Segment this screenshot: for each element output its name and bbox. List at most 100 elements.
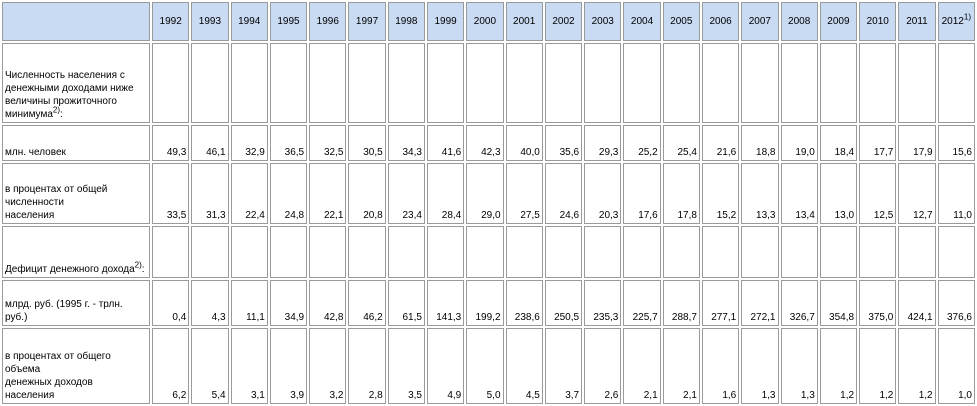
value-cell: 199,2 (466, 280, 504, 326)
value-cell: 15,6 (937, 125, 975, 161)
year-label: 2008 (788, 15, 811, 27)
year-label: 1996 (316, 15, 339, 27)
year-label: 1997 (355, 15, 379, 27)
year-label: 1995 (277, 15, 300, 27)
empty-cell (544, 43, 583, 123)
value-cell: 376,6 (937, 280, 975, 326)
value-cell: 12,7 (898, 163, 936, 224)
value-cell: 46,1 (191, 125, 229, 161)
empty-cell (348, 43, 386, 123)
value-cell: 40,0 (505, 125, 543, 161)
value-cell: 141,3 (426, 280, 465, 326)
year-header-cell: 2005 (662, 2, 700, 41)
year-header-cell: 2011 (898, 2, 936, 41)
empty-cell (269, 226, 308, 278)
value-cell: 3,7 (544, 328, 583, 404)
value-cell: 22,1 (309, 163, 347, 224)
empty-cell (152, 43, 190, 123)
value-cell: 2,8 (348, 328, 386, 404)
value-cell: 49,3 (152, 125, 190, 161)
value-cell: 235,3 (584, 280, 622, 326)
value-cell: 19,0 (780, 125, 818, 161)
value-cell: 42,3 (466, 125, 504, 161)
empty-cell (191, 43, 229, 123)
year-label: 2007 (748, 15, 771, 27)
empty-cell (701, 43, 740, 123)
year-label: 1998 (395, 15, 418, 27)
value-cell: 29,0 (466, 163, 504, 224)
value-cell: 3,5 (387, 328, 425, 404)
section-header-row: Дефицит денежного дохода2): (2, 226, 975, 278)
value-cell: 21,6 (701, 125, 740, 161)
empty-cell (819, 43, 858, 123)
value-cell: 25,4 (662, 125, 700, 161)
value-cell: 2,6 (584, 328, 622, 404)
year-label: 2009 (827, 15, 850, 27)
value-cell: 17,8 (662, 163, 700, 224)
empty-cell (701, 226, 740, 278)
empty-cell (426, 43, 465, 123)
empty-cell (309, 226, 347, 278)
year-label: 2005 (670, 15, 693, 27)
year-header-cell: 2002 (544, 2, 583, 41)
year-header-cell: 2007 (741, 2, 779, 41)
year-label: 1992 (159, 15, 182, 27)
empty-cell (348, 226, 386, 278)
empty-cell (780, 226, 818, 278)
section-title-suffix: : (60, 109, 63, 120)
year-header-cell: 1999 (426, 2, 465, 41)
value-cell: 1,2 (898, 328, 936, 404)
value-cell: 0,4 (152, 280, 190, 326)
value-cell: 4,5 (505, 328, 543, 404)
value-cell: 424,1 (898, 280, 936, 326)
empty-cell (937, 43, 975, 123)
empty-cell (387, 226, 425, 278)
value-cell: 277,1 (701, 280, 740, 326)
empty-cell (269, 43, 308, 123)
value-cell: 34,9 (269, 280, 308, 326)
empty-cell (859, 43, 897, 123)
section-label-cell: Численность населения с денежными дохода… (2, 43, 150, 123)
value-cell: 18,8 (741, 125, 779, 161)
value-cell: 6,2 (152, 328, 190, 404)
empty-cell (780, 43, 818, 123)
value-cell: 31,3 (191, 163, 229, 224)
value-cell: 24,6 (544, 163, 583, 224)
value-cell: 11,1 (230, 280, 268, 326)
value-cell: 5,4 (191, 328, 229, 404)
year-label: 2003 (591, 15, 614, 27)
year-header-cell: 1996 (309, 2, 347, 41)
value-cell: 20,3 (584, 163, 622, 224)
value-cell: 4,3 (191, 280, 229, 326)
value-cell: 238,6 (505, 280, 543, 326)
year-label: 2006 (709, 15, 732, 27)
empty-cell (584, 43, 622, 123)
value-cell: 41,6 (426, 125, 465, 161)
value-cell: 1,2 (819, 328, 858, 404)
year-header-cell: 2000 (466, 2, 504, 41)
empty-cell (230, 43, 268, 123)
value-cell: 25,2 (623, 125, 661, 161)
section-title-suffix: : (141, 264, 145, 275)
value-cell: 1,3 (780, 328, 818, 404)
empty-cell (623, 226, 661, 278)
empty-cell (898, 226, 936, 278)
value-cell: 3,9 (269, 328, 308, 404)
value-cell: 17,7 (859, 125, 897, 161)
value-cell: 27,5 (505, 163, 543, 224)
section-header-row: Численность населения с денежными дохода… (2, 43, 975, 123)
year-header-cell: 1994 (230, 2, 268, 41)
year-label: 1993 (198, 15, 222, 27)
empty-cell (466, 43, 504, 123)
value-cell: 225,7 (623, 280, 661, 326)
value-cell: 1,0 (937, 328, 975, 404)
empty-cell (505, 43, 543, 123)
value-cell: 272,1 (741, 280, 779, 326)
empty-cell (191, 226, 229, 278)
header-row: 1992 1993 1994 1995 1996 1997 1998 1999 2000 2001… (2, 2, 975, 41)
empty-cell (859, 226, 897, 278)
value-cell: 2,1 (623, 328, 661, 404)
empty-cell (230, 226, 268, 278)
section-label-cell: Дефицит денежного дохода2): (2, 226, 150, 278)
